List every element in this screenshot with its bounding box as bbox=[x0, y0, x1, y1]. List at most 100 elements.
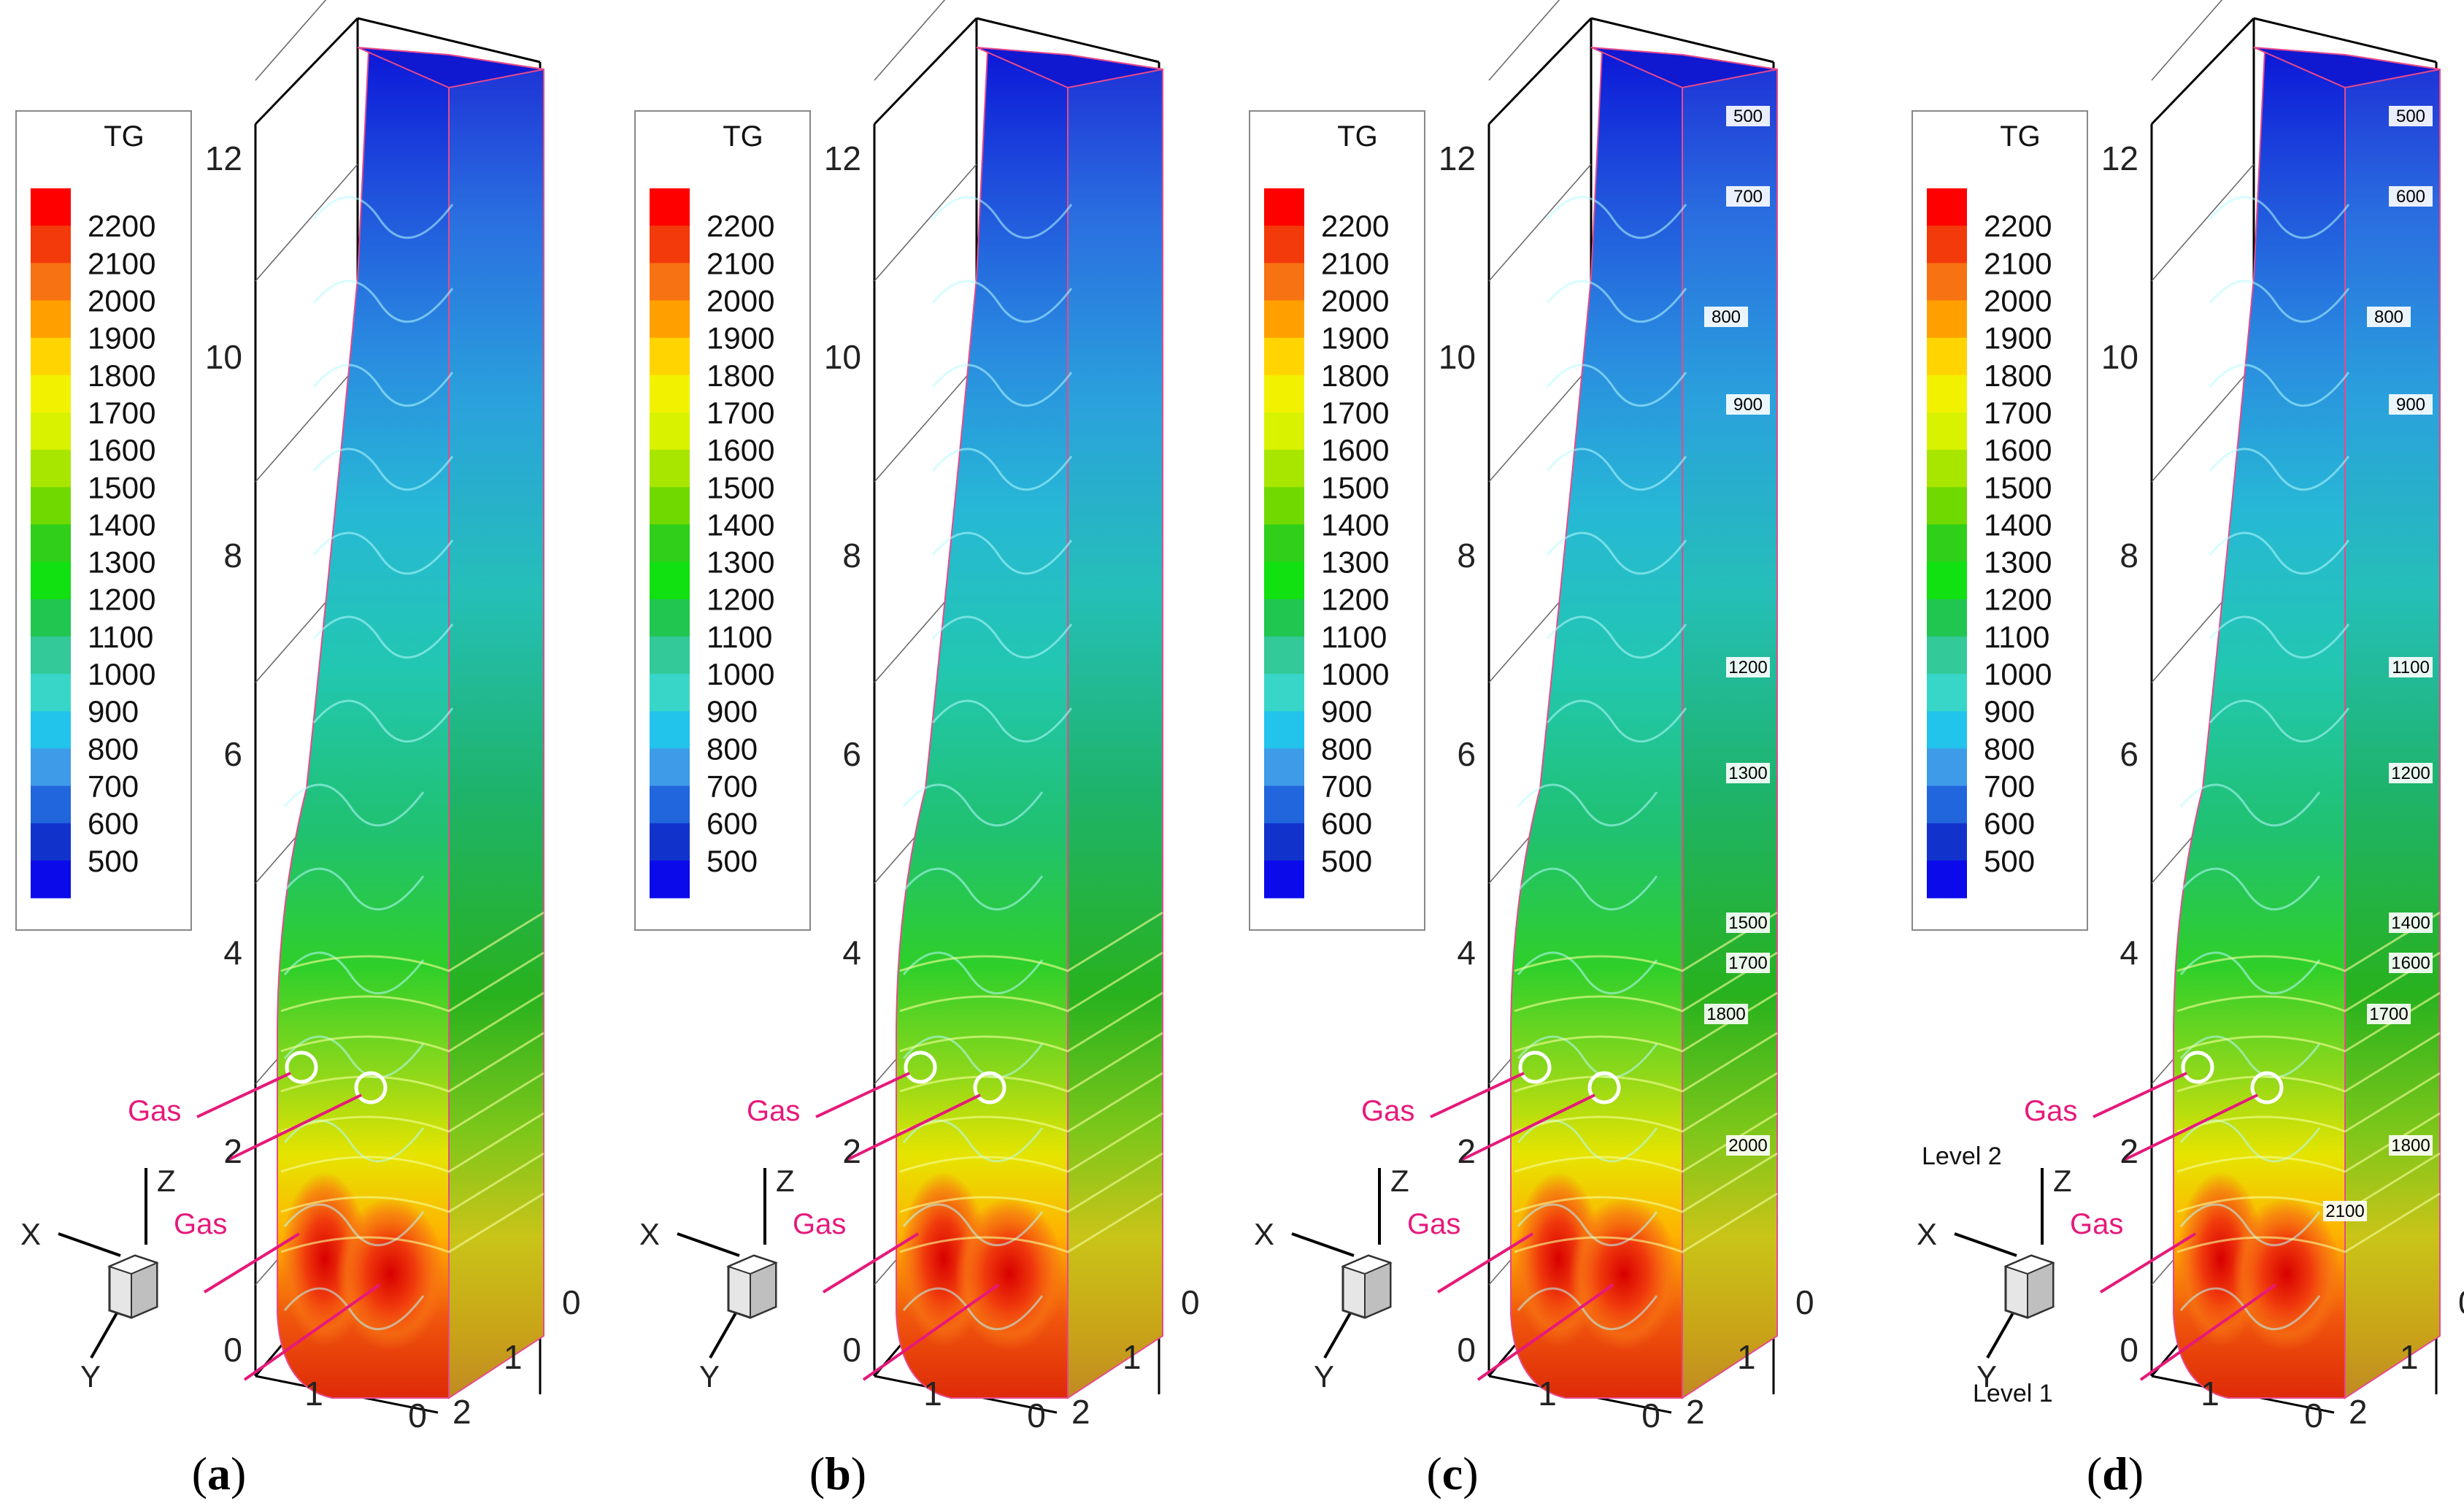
legend-swatch bbox=[1927, 412, 1967, 450]
legend-level-label: 1000 bbox=[1321, 657, 1389, 691]
legend-level-label: 1200 bbox=[1984, 583, 2052, 617]
gas-label: Gas bbox=[2070, 1208, 2123, 1240]
legend-swatch bbox=[650, 711, 690, 749]
legend-level-label: 500 bbox=[707, 844, 758, 878]
legend-swatch bbox=[31, 487, 71, 525]
legend-swatch bbox=[1927, 785, 1967, 824]
legend-level-label: 1200 bbox=[88, 583, 155, 617]
z-tick-label: 2 bbox=[1457, 1132, 1476, 1170]
z-tick-label: 10 bbox=[205, 338, 242, 376]
legend-level-label: 900 bbox=[1321, 694, 1372, 729]
y-tick-label: 0 bbox=[562, 1283, 581, 1321]
legend-level-label: 900 bbox=[1984, 694, 2035, 729]
gas-label: Gas bbox=[793, 1208, 846, 1240]
triad-z-label: Z bbox=[776, 1164, 795, 1198]
legend-swatch bbox=[31, 337, 71, 376]
legend-swatch bbox=[1264, 860, 1304, 899]
legend-level-label: 700 bbox=[1321, 769, 1372, 804]
legend-swatch bbox=[1927, 711, 1967, 749]
panel-a: TG22002100200019001800170016001500140013… bbox=[15, 0, 581, 1499]
z-tick-label: 4 bbox=[2120, 934, 2138, 972]
legend-swatch bbox=[1264, 412, 1304, 450]
legend-level-label: 1600 bbox=[707, 433, 774, 467]
legend-swatch bbox=[31, 263, 71, 301]
legend-level-label: 2100 bbox=[707, 246, 774, 280]
y-tick-label: 1 bbox=[1737, 1338, 1756, 1376]
legend-swatch bbox=[1927, 300, 1967, 339]
legend-level-label: 900 bbox=[88, 694, 139, 729]
x-tick-label: 1 bbox=[304, 1375, 323, 1413]
triad-y-label: Y bbox=[1976, 1359, 1997, 1394]
gas-inlet-marker bbox=[285, 1050, 318, 1084]
legend-swatch bbox=[31, 599, 71, 637]
hot-zone bbox=[955, 1197, 1064, 1351]
legend-level-label: 1800 bbox=[88, 358, 155, 393]
legend-level-label: 2200 bbox=[88, 209, 155, 243]
furnace-temperature-field bbox=[1510, 47, 1778, 1399]
legend-level-label: 1500 bbox=[1984, 470, 2052, 504]
legend-swatch bbox=[1927, 823, 1967, 861]
legend-swatch bbox=[1927, 636, 1967, 675]
legend-swatch bbox=[650, 860, 690, 899]
svg-text:1700: 1700 bbox=[1728, 953, 1767, 973]
panel-c: TG22002100200019001800170016001500140013… bbox=[1249, 0, 1814, 1499]
hot-zone bbox=[1569, 1197, 1679, 1351]
svg-text:1700: 1700 bbox=[2369, 1004, 2408, 1024]
y-tick-label: 0 bbox=[1795, 1283, 1814, 1321]
gas-inlet-marker bbox=[973, 1071, 1006, 1104]
isoline-label: 1700 bbox=[1726, 953, 1770, 973]
z-tick-label: 10 bbox=[1439, 338, 1476, 376]
triad-x-label: X bbox=[1254, 1217, 1274, 1251]
legend-title: TG bbox=[1337, 120, 1378, 153]
x-tick-label: 0 bbox=[1641, 1396, 1660, 1434]
x-tick-label: 1 bbox=[1538, 1375, 1557, 1413]
isoline-label: 500 bbox=[1726, 106, 1770, 126]
legend-swatch bbox=[1927, 450, 1967, 488]
isoline-label: 1600 bbox=[2389, 953, 2433, 973]
legend: TG 22002100200019001800170016001500140013… bbox=[1249, 110, 1425, 931]
leader-lines bbox=[196, 1072, 381, 1381]
legend-swatch bbox=[1264, 711, 1304, 749]
furnace-temperature-field bbox=[2173, 47, 2441, 1399]
legend-swatch bbox=[31, 374, 71, 413]
gas-label: Gas bbox=[1407, 1208, 1460, 1240]
legend-swatch bbox=[31, 674, 71, 712]
legend-level-label: 2100 bbox=[88, 246, 155, 280]
leader-lines bbox=[2093, 1072, 2277, 1381]
gas-inlet-marker bbox=[2181, 1050, 2214, 1084]
legend-swatch bbox=[1927, 561, 1967, 600]
legend-swatch bbox=[650, 561, 690, 600]
legend-level-label: 1600 bbox=[1984, 433, 2052, 467]
legend-level-label: 2200 bbox=[1321, 209, 1389, 243]
legend-level-label: 1100 bbox=[88, 620, 153, 654]
legend-level-label: 2100 bbox=[1321, 246, 1389, 280]
legend-level-label: 1100 bbox=[1321, 620, 1387, 654]
svg-text:800: 800 bbox=[1712, 307, 1741, 327]
legend-swatch bbox=[31, 636, 71, 675]
legend-level-label: 1200 bbox=[1321, 583, 1389, 617]
legend-level-label: 1400 bbox=[707, 507, 774, 542]
triad-x-label: X bbox=[20, 1217, 41, 1251]
svg-text:2100: 2100 bbox=[2325, 1202, 2364, 1221]
legend-level-label: 600 bbox=[1984, 807, 2035, 841]
legend-swatch bbox=[1927, 860, 1967, 899]
legend-level-label: 1700 bbox=[88, 396, 155, 430]
legend-level-label: 1300 bbox=[707, 545, 774, 580]
legend-swatch bbox=[1264, 263, 1304, 301]
z-tick-label: 12 bbox=[205, 139, 242, 177]
legend-level-label: 1700 bbox=[707, 396, 774, 430]
z-tick-label: 0 bbox=[842, 1331, 861, 1369]
legend-level-label: 600 bbox=[88, 807, 139, 841]
panel-caption: (b) bbox=[809, 1448, 866, 1499]
legend-swatch bbox=[1264, 450, 1304, 488]
legend-swatch bbox=[1927, 748, 1967, 787]
gas-inlet-marker bbox=[1518, 1050, 1552, 1084]
legend-level-label: 500 bbox=[1321, 844, 1372, 878]
legend-level-label: 2000 bbox=[707, 283, 774, 318]
z-tick-label: 2 bbox=[842, 1132, 861, 1170]
z-tick-label: 0 bbox=[223, 1331, 242, 1369]
z-tick-label: 2 bbox=[223, 1132, 242, 1170]
isoline-label: 1800 bbox=[2389, 1135, 2433, 1156]
legend-swatch bbox=[1264, 374, 1304, 413]
svg-text:1200: 1200 bbox=[1728, 658, 1767, 677]
